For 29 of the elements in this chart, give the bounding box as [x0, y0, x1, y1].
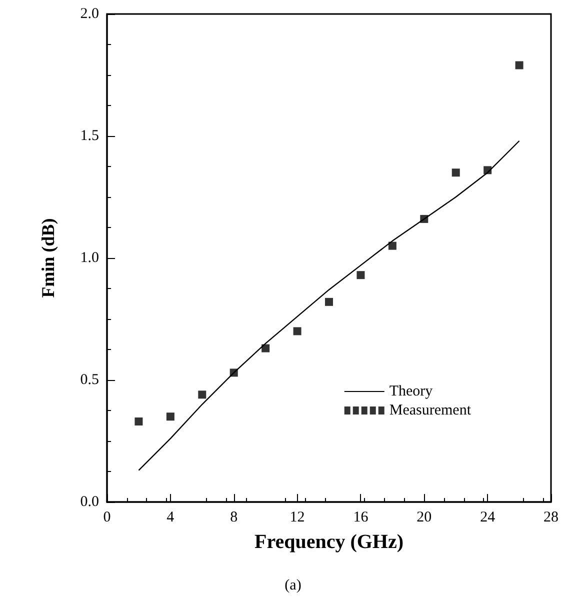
line-series [138, 140, 520, 471]
x-tick-label: 28 [544, 510, 558, 526]
point [262, 344, 270, 352]
y-axis-title: Fmin (dB) [38, 218, 58, 298]
x-axis-title: Frequency (GHz) [254, 531, 404, 553]
point [166, 412, 174, 421]
x-tick-label: 12 [290, 510, 305, 526]
x-tick-label: 16 [353, 510, 369, 526]
x-tick-label: 24 [480, 510, 496, 526]
text: (a) [284, 578, 302, 594]
x-tick-label: 0 [103, 510, 111, 526]
y-tick-label: 0.0 [80, 494, 99, 510]
point [515, 61, 524, 70]
y-tick-label: 1.5 [80, 128, 99, 144]
x-tick-label: 8 [230, 510, 238, 526]
point [452, 168, 460, 177]
point [198, 390, 206, 399]
point [293, 327, 302, 336]
point [356, 271, 365, 280]
y-tick-label: 0.5 [80, 372, 99, 388]
legend-label: Theory [389, 384, 434, 400]
point [325, 298, 333, 306]
x-tick-label: 20 [416, 510, 432, 526]
y-tick-label: 1.0 [80, 250, 99, 266]
point [134, 417, 143, 426]
y-tick-label: 2.0 [80, 6, 99, 22]
point [388, 242, 396, 250]
legend-label: Measurement [389, 402, 472, 418]
x-tick-label: 4 [166, 510, 175, 526]
